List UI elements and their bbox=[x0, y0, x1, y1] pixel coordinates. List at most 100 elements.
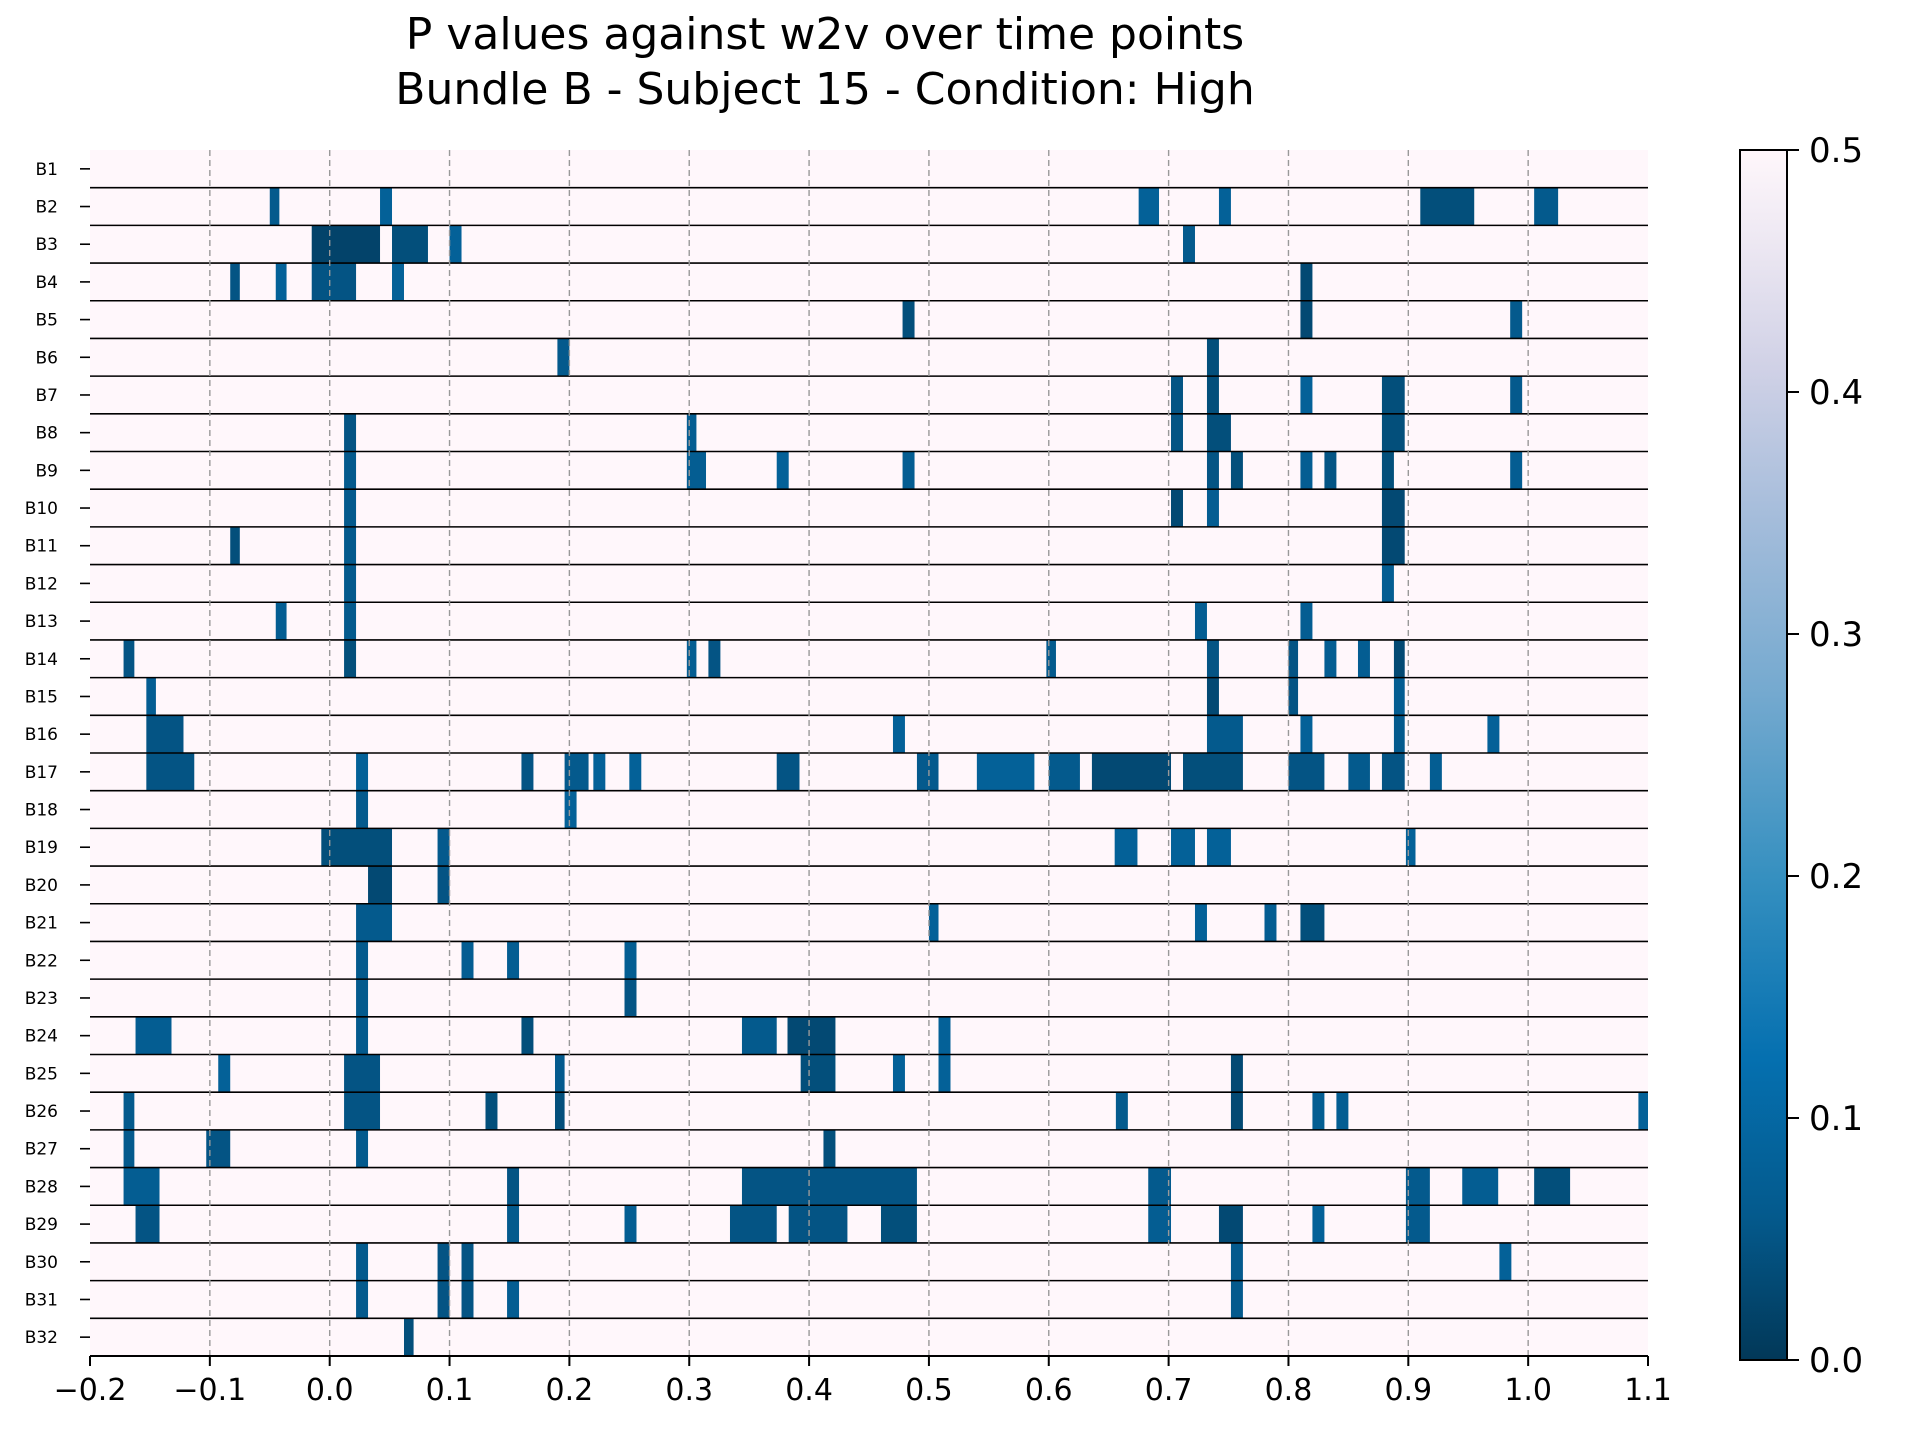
heatmap-cell-B11-2 bbox=[1381, 526, 1405, 565]
heatmap-cell-B17-10 bbox=[1091, 753, 1172, 791]
heatmap-cell-B30-3 bbox=[1230, 1242, 1243, 1281]
heatmap-cell-B19-5 bbox=[1405, 828, 1416, 867]
row-label-B28: B28 bbox=[25, 1177, 58, 1197]
heatmap-cell-B6-1 bbox=[1206, 338, 1219, 377]
heatmap-cell-B14-0 bbox=[123, 639, 135, 678]
row-label-B9: B9 bbox=[36, 461, 58, 481]
heatmap-cell-B2-2 bbox=[1138, 187, 1160, 226]
heatmap-cell-B25-5 bbox=[938, 1054, 951, 1093]
heatmap-cell-B28-1 bbox=[507, 1167, 520, 1206]
heatmap-cell-B14-5 bbox=[1206, 639, 1219, 678]
heatmap-cell-B17-7 bbox=[916, 753, 939, 791]
heatmap-cell-B14-7 bbox=[1324, 639, 1337, 678]
heatmap-cell-B24-2 bbox=[521, 1016, 534, 1055]
heatmap-cell-B9-7 bbox=[1324, 451, 1337, 490]
heatmap-cell-B4-1 bbox=[275, 263, 287, 301]
heatmap-cell-B28-3 bbox=[1148, 1167, 1172, 1206]
heatmap-cell-B14-9 bbox=[1393, 639, 1405, 678]
heatmap-cell-B21-4 bbox=[1300, 903, 1325, 942]
row-label-B22: B22 bbox=[25, 951, 58, 971]
heatmap-cell-B4-3 bbox=[392, 263, 404, 301]
row-label-B8: B8 bbox=[36, 424, 58, 444]
heatmap-cell-B16-0 bbox=[146, 715, 184, 753]
heatmap-cell-B26-7 bbox=[1336, 1092, 1349, 1130]
heatmap-cell-B22-0 bbox=[356, 941, 369, 980]
heatmap-cell-B2-0 bbox=[269, 187, 280, 226]
colorbar-gradient bbox=[1739, 149, 1788, 1361]
heatmap-cell-B24-4 bbox=[787, 1016, 836, 1055]
heatmap-cell-B17-4 bbox=[593, 753, 606, 791]
heatmap-cell-B12-0 bbox=[344, 564, 357, 603]
heatmap-cell-B22-1 bbox=[461, 941, 474, 980]
heatmap-cell-B10-3 bbox=[1381, 489, 1405, 527]
row-label-B14: B14 bbox=[25, 650, 58, 670]
heatmap-cell-B4-4 bbox=[1300, 263, 1313, 301]
heatmap-cell-B10-2 bbox=[1206, 489, 1219, 527]
heatmap-cell-B14-6 bbox=[1288, 639, 1299, 678]
heatmap-cell-B31-4 bbox=[1230, 1280, 1243, 1319]
heatmap-cell-B13-1 bbox=[344, 602, 357, 640]
row-label-B32: B32 bbox=[25, 1328, 58, 1348]
heatmap-cell-B26-2 bbox=[485, 1092, 498, 1130]
row-label-B18: B18 bbox=[25, 801, 58, 821]
heatmap-cell-B17-0 bbox=[146, 753, 195, 791]
heatmap-cell-B31-2 bbox=[461, 1280, 474, 1319]
heatmap-cell-B29-9 bbox=[1405, 1205, 1430, 1243]
heatmap-cell-B26-5 bbox=[1230, 1092, 1243, 1130]
heatmap-cell-B17-15 bbox=[1429, 753, 1442, 791]
heatmap-cell-B2-4 bbox=[1420, 187, 1475, 226]
x-tick-label: −0.1 bbox=[173, 1373, 246, 1408]
heatmap-cell-B4-0 bbox=[230, 263, 240, 301]
heatmap-cell-B30-0 bbox=[356, 1242, 369, 1281]
colorbar-tick-label: 0.5 bbox=[1809, 131, 1863, 171]
heatmap-cell-B16-5 bbox=[1487, 715, 1500, 753]
heatmap-cell-B5-0 bbox=[902, 300, 915, 339]
heatmap-cell-B17-2 bbox=[521, 753, 534, 791]
heatmap-cell-B32-0 bbox=[404, 1318, 414, 1356]
heatmap-cell-B9-0 bbox=[344, 451, 357, 490]
heatmap-cell-B30-4 bbox=[1499, 1242, 1512, 1281]
heatmap-cell-B23-0 bbox=[356, 979, 369, 1017]
heatmap-cell-B23-1 bbox=[624, 979, 637, 1017]
heatmap-cell-B25-0 bbox=[218, 1054, 231, 1093]
heatmap-cell-B26-4 bbox=[1115, 1092, 1128, 1130]
heatmap-cell-B13-2 bbox=[1194, 602, 1207, 640]
heatmap-cell-B4-2 bbox=[311, 263, 357, 301]
x-tick-label: 0.9 bbox=[1384, 1373, 1432, 1408]
colorbar: 0.0 0.1 0.2 0.3 0.4 0.5 bbox=[1739, 131, 1863, 1381]
heatmap-cell-B30-2 bbox=[461, 1242, 474, 1281]
x-tick-label: 0.8 bbox=[1265, 1373, 1313, 1408]
heatmap-cell-B3-2 bbox=[449, 225, 462, 264]
heatmap-cell-B2-3 bbox=[1218, 187, 1231, 226]
heatmap-cell-B8-3 bbox=[1206, 413, 1231, 452]
heatmap-cell-B14-8 bbox=[1357, 639, 1370, 678]
x-tick-label: 0.4 bbox=[785, 1373, 833, 1408]
row-label-B23: B23 bbox=[25, 989, 58, 1009]
heatmap-cell-B8-4 bbox=[1381, 413, 1405, 452]
x-tick-label: 0.5 bbox=[905, 1373, 953, 1408]
heatmap-cell-B29-2 bbox=[624, 1205, 637, 1243]
row-label-B15: B15 bbox=[25, 687, 58, 707]
heatmap-cell-B17-3 bbox=[564, 753, 589, 791]
heatmap-cell-B15-0 bbox=[146, 677, 156, 716]
heatmap-cell-B8-1 bbox=[686, 413, 697, 452]
heatmap-cell-B9-4 bbox=[1206, 451, 1219, 490]
heatmap-cell-B14-4 bbox=[1046, 639, 1056, 678]
row-label-B29: B29 bbox=[25, 1215, 58, 1235]
heatmap-cell-B17-12 bbox=[1288, 753, 1325, 791]
row-label-B30: B30 bbox=[25, 1253, 58, 1273]
heatmap-cell-B17-9 bbox=[1048, 753, 1080, 791]
row-label-B5: B5 bbox=[36, 311, 58, 331]
x-tick-label: 0.2 bbox=[546, 1373, 594, 1408]
heatmap-cell-B17-8 bbox=[976, 753, 1035, 791]
row-label-B19: B19 bbox=[25, 838, 58, 858]
heatmap-cell-B3-0 bbox=[311, 225, 381, 264]
heatmap-cell-B22-2 bbox=[507, 941, 520, 980]
heatmap-cell-B9-6 bbox=[1300, 451, 1313, 490]
colorbar-tick-label: 0.4 bbox=[1809, 373, 1863, 413]
heatmap-cell-B25-6 bbox=[1230, 1054, 1243, 1093]
heatmap-cell-B19-3 bbox=[1171, 828, 1195, 867]
heatmap-cell-B24-3 bbox=[741, 1016, 777, 1055]
heatmap-cell-B29-5 bbox=[880, 1205, 917, 1243]
heatmap-cell-B7-1 bbox=[1206, 376, 1219, 414]
